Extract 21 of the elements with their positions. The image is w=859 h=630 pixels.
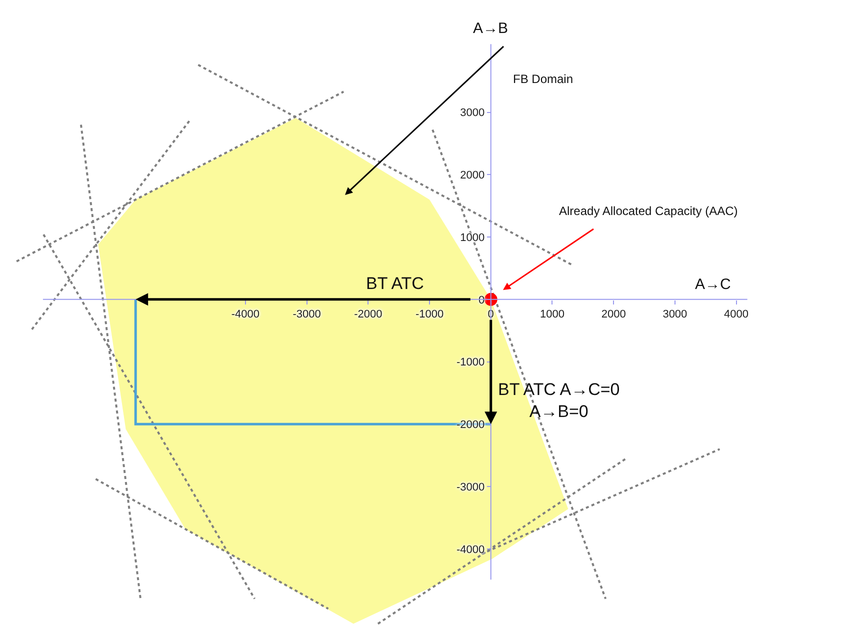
x-tick-label: -3000 [292,308,321,321]
annotation: A→C [695,276,732,293]
annotation: Already Allocated Capacity (AAC) [559,204,738,218]
annotation: FB Domain [513,72,574,86]
annotation: BT ATC [366,274,424,293]
x-tick-label: 3000 [662,308,688,321]
x-tick-label: 2000 [601,308,626,321]
y-tick-label: -1000 [456,356,485,369]
x-tick-label: -4000 [231,308,260,321]
x-tick-label: 0 [488,308,494,321]
x-tick-label: 4000 [724,308,749,321]
x-tick-label: -1000 [415,308,444,321]
y-tick-label: 1000 [460,232,485,244]
annotation: A→B [473,20,508,37]
y-tick-label: 2000 [460,170,485,182]
y-tick-label: -3000 [456,481,485,494]
y-tick-label: -4000 [456,544,485,556]
x-tick-label: 1000 [540,308,564,321]
x-tick-label: -2000 [354,308,382,321]
y-tick-label: 3000 [460,107,485,120]
annotation: BT ATC A→C=0 A→B=0 [498,380,620,422]
